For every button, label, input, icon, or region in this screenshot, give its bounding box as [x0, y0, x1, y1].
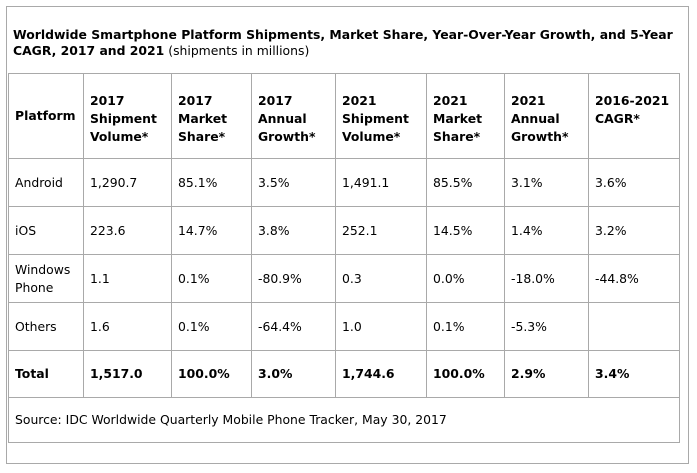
header-2017-shipment-volume: 2017 Shipment Volume*	[83, 73, 172, 159]
header-2021-market-share: 2021 Market Share*	[426, 73, 505, 159]
table-cell: 3.4%	[588, 350, 680, 398]
table-row-total: Total 1,517.0 100.0% 3.0% 1,744.6 100.0%…	[8, 350, 680, 398]
table-cell	[588, 302, 680, 351]
table-cell: Android	[8, 158, 84, 207]
table-row-android: Android 1,290.7 85.1% 3.5% 1,491.1 85.5%…	[8, 158, 680, 207]
table-cell: 14.5%	[426, 206, 505, 255]
table-title-units: (shipments in millions)	[164, 43, 310, 58]
table-cell: 85.5%	[426, 158, 505, 207]
header-cagr: 2016-2021 CAGR*	[588, 73, 680, 159]
table-cell: 1.6	[83, 302, 172, 351]
table-cell: 252.1	[335, 206, 427, 255]
table-cell: 1,290.7	[83, 158, 172, 207]
table-title-main: Worldwide Smartphone Platform Shipments,…	[13, 27, 673, 58]
header-platform: Platform	[8, 73, 84, 159]
header-2017-annual-growth: 2017 Annual Growth*	[251, 73, 336, 159]
table-cell: 0.3	[335, 254, 427, 303]
table-cell: iOS	[8, 206, 84, 255]
table-cell: 1.0	[335, 302, 427, 351]
table-cell: 100.0%	[171, 350, 252, 398]
table-row-others: Others 1.6 0.1% -64.4% 1.0 0.1% -5.3%	[8, 302, 680, 351]
table-cell: 223.6	[83, 206, 172, 255]
header-2021-annual-growth: 2021 Annual Growth*	[504, 73, 589, 159]
table-cell: 3.8%	[251, 206, 336, 255]
table-cell: 14.7%	[171, 206, 252, 255]
table-cell: -18.0%	[504, 254, 589, 303]
table-cell: 3.6%	[588, 158, 680, 207]
smartphone-shipments-table: Platform 2017 Shipment Volume* 2017 Mark…	[8, 73, 680, 443]
table-cell: 0.1%	[171, 302, 252, 351]
header-2017-market-share: 2017 Market Share*	[171, 73, 252, 159]
table-cell: Total	[8, 350, 84, 398]
table-cell: 1,491.1	[335, 158, 427, 207]
table-cell: -44.8%	[588, 254, 680, 303]
table-row-ios: iOS 223.6 14.7% 3.8% 252.1 14.5% 1.4% 3.…	[8, 206, 680, 255]
source-row: Source: IDC Worldwide Quarterly Mobile P…	[8, 397, 680, 443]
table-cell: 0.0%	[426, 254, 505, 303]
table-cell: 1.1	[83, 254, 172, 303]
table-cell: 3.0%	[251, 350, 336, 398]
table-cell: 3.2%	[588, 206, 680, 255]
table-cell: 0.1%	[171, 254, 252, 303]
table-title: Worldwide Smartphone Platform Shipments,…	[13, 27, 678, 59]
table-cell: Others	[8, 302, 84, 351]
table-row-windows-phone: Windows Phone 1.1 0.1% -80.9% 0.3 0.0% -…	[8, 254, 680, 303]
table-cell: 100.0%	[426, 350, 505, 398]
table-cell: 1,744.6	[335, 350, 427, 398]
table-cell: 2.9%	[504, 350, 589, 398]
source-note: Source: IDC Worldwide Quarterly Mobile P…	[8, 397, 680, 443]
table-cell: -64.4%	[251, 302, 336, 351]
table-cell: 1,517.0	[83, 350, 172, 398]
header-row: Platform 2017 Shipment Volume* 2017 Mark…	[8, 73, 680, 159]
header-2021-shipment-volume: 2021 Shipment Volume*	[335, 73, 427, 159]
table-cell: 1.4%	[504, 206, 589, 255]
table-cell: -80.9%	[251, 254, 336, 303]
table-cell: 85.1%	[171, 158, 252, 207]
table-cell: Windows Phone	[8, 254, 84, 303]
table-cell: 3.5%	[251, 158, 336, 207]
table-cell: 3.1%	[504, 158, 589, 207]
table-cell: 0.1%	[426, 302, 505, 351]
table-cell: -5.3%	[504, 302, 589, 351]
